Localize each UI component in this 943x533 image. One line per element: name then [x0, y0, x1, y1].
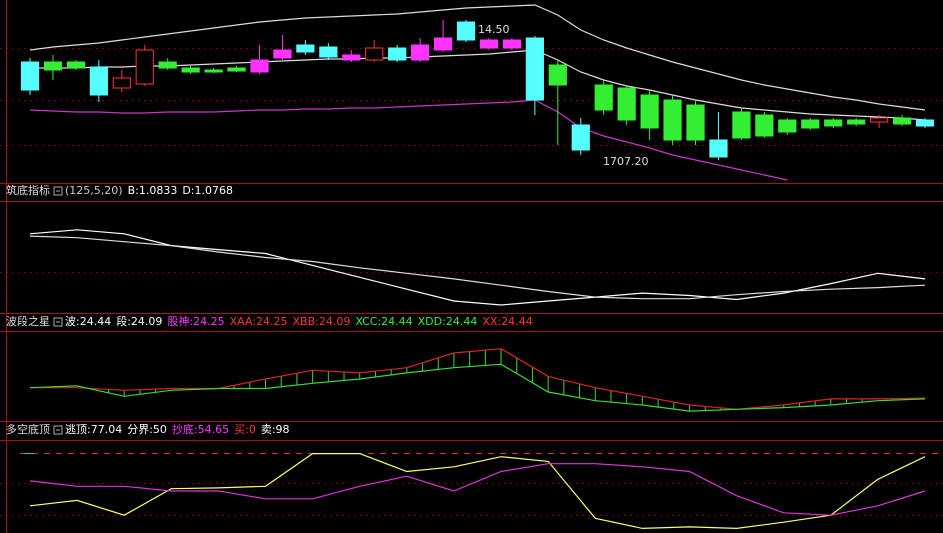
- legend-item: XAA:24.25: [230, 315, 288, 328]
- legend-item: 分界:50: [127, 423, 167, 436]
- legend-item: B:1.0833: [128, 184, 178, 197]
- candle-body: [548, 64, 567, 86]
- candle-body: [915, 119, 935, 127]
- candle-body: [112, 77, 131, 89]
- legend-item: 段:24.09: [116, 314, 162, 328]
- candle-body: [617, 87, 636, 121]
- candle-body: [824, 119, 843, 127]
- series-line: [29, 235, 926, 300]
- candle-body: [686, 104, 705, 141]
- series-line: [29, 229, 926, 306]
- series-line: [29, 463, 926, 516]
- series-line: [29, 4, 926, 111]
- candle-body: [158, 61, 177, 69]
- legend-item: 逃顶:77.04: [65, 423, 122, 436]
- candle-body: [869, 117, 889, 123]
- candle-body: [273, 49, 292, 59]
- series-line: [29, 363, 926, 412]
- candle-body: [571, 124, 590, 151]
- candle-body: [479, 39, 499, 49]
- candle-body: [732, 111, 751, 139]
- candle-body: [319, 46, 338, 58]
- candle-body: [755, 114, 774, 137]
- legend-item: 抄底:54.65: [172, 422, 229, 436]
- candle-body: [388, 47, 407, 61]
- candle-body: [847, 119, 866, 125]
- legend-item: D:1.0768: [182, 184, 233, 197]
- series-line: [29, 453, 926, 530]
- collapse-icon: [53, 425, 63, 435]
- collapse-icon: [53, 317, 63, 327]
- series-line: [30, 49, 926, 121]
- candle-body: [433, 37, 453, 51]
- legend-item: XCC:24.44: [355, 315, 412, 328]
- candle-body: [227, 67, 246, 72]
- legend-item: XDD:24.44: [418, 315, 478, 328]
- candle-body: [204, 69, 223, 73]
- candle-body: [89, 66, 108, 96]
- candle-body: [250, 59, 269, 73]
- panel-title: 筑底指标: [6, 183, 50, 197]
- legend-item: (125,5,20): [65, 184, 123, 197]
- price-annotation: 14.50: [478, 23, 510, 36]
- legend-item: XX:24.44: [482, 315, 532, 328]
- legend-item: 卖:98: [261, 423, 290, 436]
- panel-title: 波段之星: [6, 314, 50, 328]
- legend-item: XBB:24.09: [293, 315, 351, 328]
- candle-body: [181, 67, 200, 73]
- legend-item: 股神:24.25: [167, 314, 224, 328]
- candle-body: [66, 61, 86, 69]
- collapse-icon: [53, 186, 63, 196]
- series-line: [30, 348, 926, 410]
- candle-body: [365, 47, 384, 61]
- series-line: [29, 99, 788, 181]
- candle-body: [456, 21, 476, 41]
- candle-body: [663, 99, 682, 141]
- candle-body: [43, 61, 63, 71]
- candle-body: [801, 119, 820, 129]
- legend-item: 买:0: [234, 423, 256, 436]
- price-annotation: 1707.20: [603, 155, 649, 168]
- candle-body: [342, 54, 361, 61]
- candle-body: [411, 44, 430, 61]
- candle-body: [640, 94, 659, 129]
- candle-body: [502, 39, 522, 49]
- panel-title: 多空底顶: [6, 422, 50, 436]
- legend-item: 波:24.44: [65, 315, 111, 328]
- candle-body: [778, 119, 797, 133]
- candle-body: [892, 117, 912, 125]
- candle-body: [296, 44, 315, 53]
- candle-body: [594, 84, 613, 111]
- candle-body: [709, 139, 728, 158]
- candle-body: [525, 37, 544, 101]
- candle-body: [135, 49, 154, 85]
- candle-body: [20, 61, 40, 91]
